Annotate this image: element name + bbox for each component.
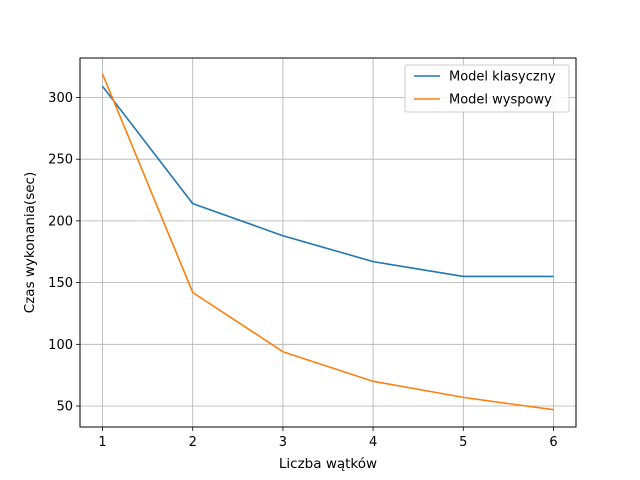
legend-box bbox=[404, 64, 570, 113]
legend-label-2: Model wyspowy bbox=[449, 93, 552, 108]
x-tick-label: 6 bbox=[549, 435, 557, 450]
legend-label-1: Model klasyczny bbox=[449, 70, 556, 85]
grid-lines bbox=[80, 58, 576, 427]
y-tick-label: 300 bbox=[48, 91, 73, 106]
axis-ticks: 1 2 3 4 5 6 50 100 150 200 250 300 bbox=[48, 91, 557, 450]
series-group bbox=[101, 73, 554, 411]
series-line-2 bbox=[101, 73, 554, 411]
y-axis-label: Czas wykonania(sec) bbox=[22, 172, 38, 313]
x-tick-label: 3 bbox=[279, 435, 287, 450]
x-tick-label: 1 bbox=[98, 435, 106, 450]
series-line-1 bbox=[101, 85, 554, 278]
y-tick-label: 200 bbox=[48, 214, 73, 229]
x-tick-label: 4 bbox=[369, 435, 377, 450]
y-tick-label: 150 bbox=[48, 276, 73, 291]
y-tick-label: 100 bbox=[48, 338, 73, 353]
x-axis-label: Liczba wątków bbox=[279, 456, 377, 472]
x-tick-label: 2 bbox=[189, 435, 197, 450]
x-tick-label: 5 bbox=[459, 435, 467, 450]
y-tick-label: 50 bbox=[56, 400, 73, 415]
y-tick-label: 250 bbox=[48, 153, 73, 168]
plot-frame bbox=[79, 57, 577, 428]
legend: Model klasyczny Model wyspowy bbox=[404, 64, 570, 113]
